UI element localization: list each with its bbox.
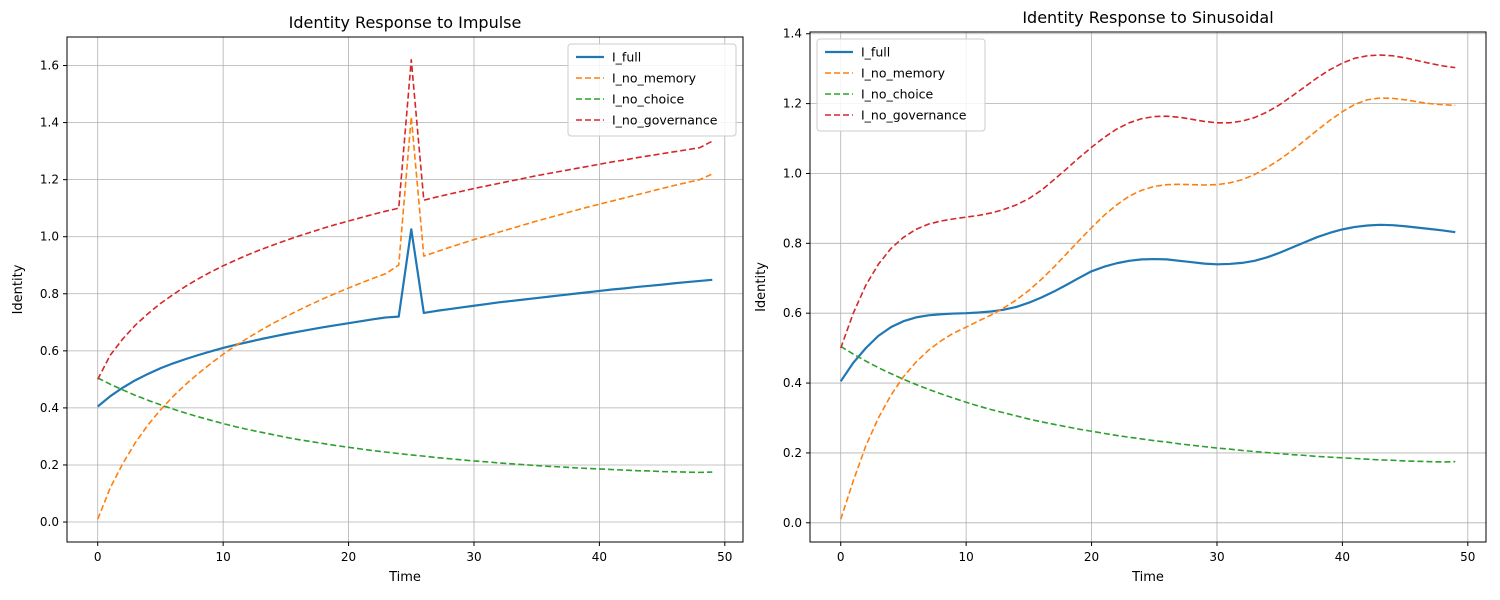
grid — [810, 32, 1486, 542]
y-tick-label: 1.2 — [40, 173, 59, 187]
legend: I_full I_no_memory I_no_choice I_no_governa… — [567, 43, 737, 137]
legend-label: I_no_governance — [861, 108, 967, 123]
y-tick-label: 0.0 — [40, 515, 59, 529]
y-tick-label: 1.2 — [783, 97, 802, 111]
series-line-I_no_memory — [839, 97, 1456, 520]
legend-label: I_no_memory — [612, 71, 697, 86]
x-tick-label: 30 — [1209, 550, 1224, 564]
series-line-I_no_governance — [97, 59, 713, 380]
y-axis-label: Identity — [754, 262, 769, 312]
legend-label: I_no_governance — [612, 113, 718, 128]
legend-label: I_no_memory — [861, 66, 946, 81]
axes-frame — [809, 31, 1487, 543]
y-tick-label: 0.8 — [40, 287, 59, 301]
legend-frame — [816, 38, 986, 132]
y-tick-label: 0.6 — [783, 306, 802, 320]
series-line-I_full — [839, 223, 1456, 382]
y-tick-label: 1.0 — [783, 166, 802, 180]
y-axis-label: Identity — [11, 264, 26, 314]
series-line-I_no_governance — [839, 54, 1456, 349]
y-tick-label: 0.8 — [783, 236, 802, 250]
y-tick-label: 0.4 — [783, 376, 802, 390]
x-tick-label: 50 — [1460, 550, 1475, 564]
y-tick-label: 0.6 — [40, 344, 59, 358]
y-tick-label: 1.0 — [40, 230, 59, 244]
series-line-I_no_choice — [840, 345, 1456, 463]
x-tick-label: 0 — [837, 550, 845, 564]
y-tick-label: 0.4 — [40, 401, 59, 415]
x-tick-label: 10 — [959, 550, 974, 564]
legend-label: I_full — [861, 45, 890, 60]
y-tick-label: 1.6 — [40, 59, 59, 73]
axes-frame — [66, 36, 744, 543]
x-tick-label: 20 — [1084, 550, 1099, 564]
series-group — [839, 54, 1456, 520]
x-axis-label: Time — [388, 570, 421, 585]
x-tick-label: 40 — [1335, 550, 1350, 564]
legend-frame — [567, 43, 737, 137]
series-line-I_no_memory — [96, 116, 713, 520]
legend-label: I_full — [612, 50, 641, 65]
x-axis-label: Time — [1131, 570, 1164, 585]
legend-label: I_no_choice — [612, 92, 685, 107]
legend-label: I_no_choice — [861, 87, 934, 102]
x-tick-label: 30 — [466, 550, 481, 564]
x-tick-label: 0 — [94, 550, 102, 564]
x-tick-label: 40 — [592, 550, 607, 564]
y-tick-label: 1.4 — [783, 27, 802, 41]
y-tick-label: 0.0 — [783, 516, 802, 530]
chart-sinusoidal: Identity Response to Sinusoidal Time Ide… — [754, 8, 1487, 585]
series-group — [96, 59, 713, 520]
chart-title: Identity Response to Impulse — [289, 13, 522, 32]
y-tick-label: 0.2 — [783, 446, 802, 460]
x-tick-label: 50 — [717, 550, 732, 564]
series-line-I_full — [97, 228, 713, 408]
y-tick-label: 0.2 — [40, 458, 59, 472]
legend: I_full I_no_memory I_no_choice I_no_governa… — [816, 38, 986, 132]
x-tick-label: 10 — [216, 550, 231, 564]
chart-impulse: Identity Response to Impulse Time Identi… — [11, 13, 744, 585]
x-tick-label: 20 — [341, 550, 356, 564]
chart-title: Identity Response to Sinusoidal — [1022, 8, 1273, 27]
series-line-I_no_choice — [97, 377, 713, 474]
y-tick-label: 1.4 — [40, 116, 59, 130]
